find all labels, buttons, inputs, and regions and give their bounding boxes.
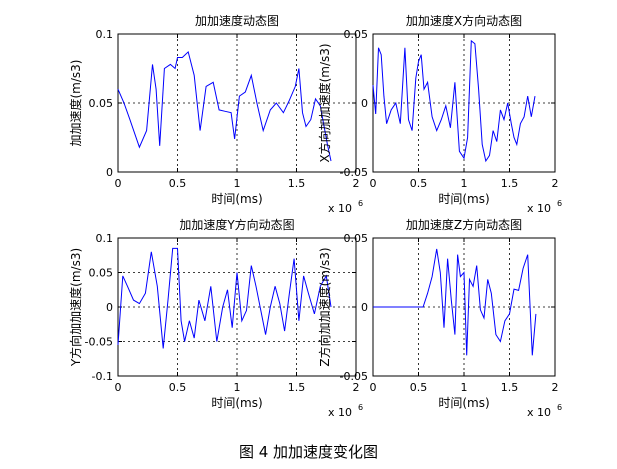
y-tick-label: 0 (361, 97, 368, 110)
data-line (372, 39, 536, 163)
y-tick-label: 0 (106, 301, 113, 314)
y-axis-label: Y方向加加速度(m/s3) (68, 248, 83, 367)
chart-title: 加加速度Z方向动态图 (406, 217, 522, 232)
x-tick-label: 1 (234, 177, 241, 190)
x-tick-label: 0 (115, 381, 122, 394)
subplot-3: 0 0.5 1 1.5 2 -0.1 -0.05 0 0.05 0.1 加加速度Y方向动态图时间(m… (68, 217, 363, 419)
x-multiplier-exponent: 6 (557, 199, 562, 208)
y-tick-label: 0.1 (96, 232, 114, 245)
x-multiplier-exponent: 6 (557, 403, 562, 412)
y-tick-label: 0.05 (344, 232, 369, 245)
x-multiplier-label: x 10 (328, 406, 352, 419)
y-tick-label: 0.05 (89, 267, 114, 280)
x-tick-label: 0 (370, 177, 377, 190)
x-tick-label: 1 (461, 177, 468, 190)
y-axis-label: 加加速度(m/s3) (68, 60, 83, 147)
x-multiplier-label: x 10 (527, 406, 551, 419)
x-multiplier-label: x 10 (328, 202, 352, 215)
data-line (373, 248, 537, 356)
x-tick-label: 2 (552, 381, 559, 394)
y-tick-label: -0.05 (85, 336, 113, 349)
y-tick-label: 0 (361, 301, 368, 314)
x-tick-label: 0.5 (169, 177, 187, 190)
y-tick-label: 0.05 (344, 28, 369, 41)
x-axis-label: 时间(ms) (211, 396, 262, 410)
x-tick-label: 0 (115, 177, 122, 190)
figure-caption: 图 4 加加速度变化图 (238, 443, 379, 461)
x-tick-label: 0.5 (410, 381, 428, 394)
x-axis-label: 时间(ms) (211, 192, 262, 206)
x-multiplier-exponent: 6 (358, 403, 363, 412)
x-tick-label: 2 (353, 177, 360, 190)
y-tick-label: 0.1 (96, 28, 114, 41)
y-tick-label: -0.05 (340, 370, 368, 383)
x-tick-label: 2 (353, 381, 360, 394)
x-tick-label: 0 (370, 381, 377, 394)
subplot-4: 0 0.5 1 1.5 2-0.0500.05加加速度Z方向动态图时间(ms)Z方向加加… (317, 217, 562, 419)
y-tick-label: -0.1 (92, 370, 113, 383)
y-tick-label: 0.05 (89, 97, 114, 110)
x-tick-label: 1.5 (501, 381, 519, 394)
y-axis-label: X方向加加速度(m/s3) (317, 43, 332, 162)
x-multiplier-label: x 10 (527, 202, 551, 215)
data-line (117, 247, 332, 349)
y-axis-label: Z方向加加速度(m/s3) (317, 247, 332, 366)
x-tick-label: 1.5 (501, 177, 519, 190)
x-tick-label: 0.5 (169, 381, 187, 394)
x-axis-label: 时间(ms) (438, 192, 489, 206)
x-axis-label: 时间(ms) (438, 396, 489, 410)
x-tick-label: 1 (234, 381, 241, 394)
x-tick-label: 2 (552, 177, 559, 190)
y-tick-label: -0.05 (340, 166, 368, 179)
y-tick-label: 0 (106, 166, 113, 179)
x-tick-label: 0.5 (410, 177, 428, 190)
x-multiplier-exponent: 6 (358, 199, 363, 208)
x-tick-label: 1.5 (288, 177, 306, 190)
chart-title: 加加速度Y方向动态图 (179, 217, 294, 232)
x-tick-label: 1.5 (288, 381, 306, 394)
chart-title: 加加速度X方向动态图 (406, 13, 522, 28)
x-tick-label: 1 (461, 381, 468, 394)
subplot-2: 0 0.5 1 1.5 2-0.0500.05加加速度X方向动态图时间(ms)X方向加加… (317, 13, 562, 215)
chart-title: 加加速度动态图 (195, 13, 279, 28)
data-line (117, 50, 332, 162)
